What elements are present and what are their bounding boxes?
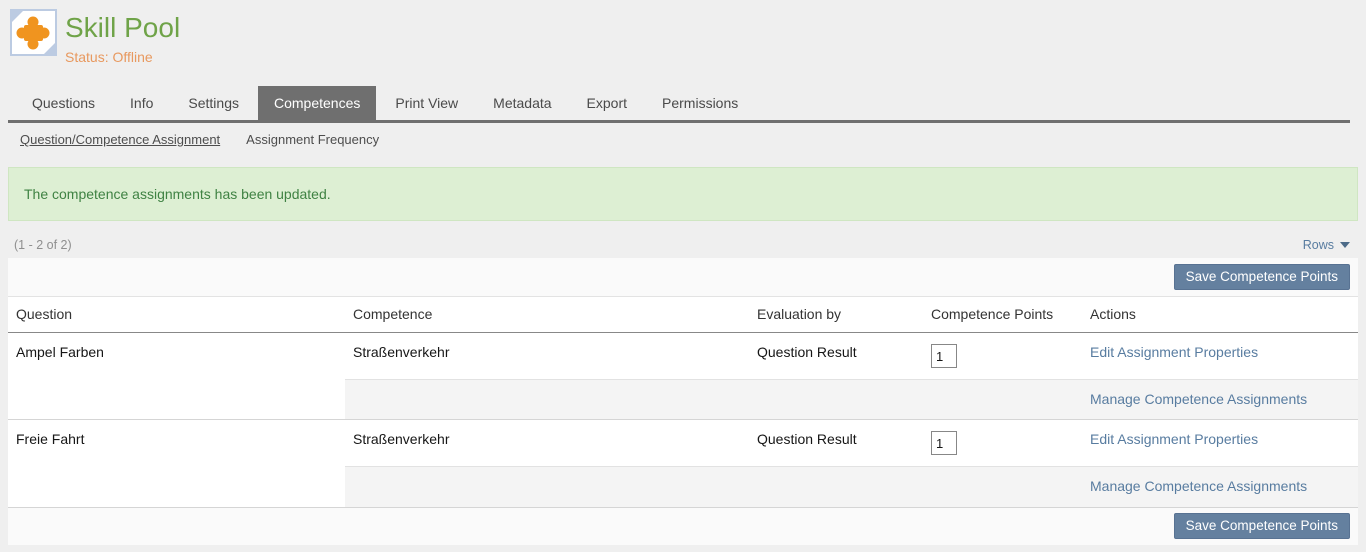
save-competence-points-button-top[interactable]: Save Competence Points — [1173, 264, 1350, 290]
empty-cell — [749, 466, 923, 507]
competence-cell: Straßenverkehr — [345, 332, 749, 380]
evaluation-by-cell: Question Result — [749, 419, 923, 467]
competence-points-input[interactable] — [931, 431, 957, 455]
manage-competence-assignments-link[interactable]: Manage Competence Assignments — [1090, 391, 1308, 407]
tab-print-view[interactable]: Print View — [395, 95, 459, 111]
question-cell: Freie Fahrt — [8, 419, 345, 507]
tab-questions[interactable]: Questions — [32, 95, 96, 111]
tab-permissions[interactable]: Permissions — [662, 95, 739, 111]
competence-points-cell — [923, 419, 1082, 467]
competence-points-cell — [923, 332, 1082, 380]
header-text: Skill Pool Status: Offline — [65, 9, 181, 66]
tab-settings[interactable]: Settings — [188, 95, 239, 111]
tab-export[interactable]: Export — [586, 95, 628, 111]
edit-assignment-properties-link[interactable]: Edit Assignment Properties — [1090, 431, 1259, 447]
subtab-bar: Question/Competence Assignment Assignmen… — [0, 123, 1366, 158]
table-row-secondary: Manage Competence Assignments — [8, 466, 1358, 507]
actions-cell: Manage Competence Assignments — [1082, 466, 1358, 507]
table-row-secondary: Manage Competence Assignments — [8, 379, 1358, 420]
table-top-nav: (1 - 2 of 2) Rows — [14, 238, 1350, 252]
success-message: The competence assignments has been upda… — [8, 167, 1358, 221]
pagination-top: (1 - 2 of 2) — [14, 238, 72, 252]
empty-cell — [345, 379, 749, 420]
competence-table-container: Save Competence Points Question Competen… — [8, 258, 1358, 545]
tab-info[interactable]: Info — [130, 95, 154, 111]
skill-pool-puzzle-icon — [10, 9, 57, 56]
column-header-competence: Competence — [345, 297, 749, 333]
rows-dropdown-label: Rows — [1302, 238, 1334, 252]
column-header-actions: Actions — [1082, 297, 1358, 333]
table-row: Freie Fahrt Straßenverkehr Question Resu… — [8, 419, 1358, 507]
table-row: Ampel Farben Straßenverkehr Question Res… — [8, 332, 1358, 420]
caret-down-icon — [1340, 242, 1350, 248]
page-header: Skill Pool Status: Offline — [0, 0, 1366, 76]
subtab-assignment-frequency[interactable]: Assignment Frequency — [246, 132, 380, 147]
table-command-row-bottom: Save Competence Points — [8, 506, 1358, 545]
actions-cell: Edit Assignment Properties — [1082, 332, 1358, 380]
column-header-evaluation-by: Evaluation by — [749, 297, 923, 333]
question-cell: Ampel Farben — [8, 332, 345, 420]
save-competence-points-button-bottom[interactable]: Save Competence Points — [1173, 512, 1350, 539]
actions-cell: Edit Assignment Properties — [1082, 419, 1358, 467]
empty-cell — [749, 379, 923, 420]
subtab-question-competence-assignment[interactable]: Question/Competence Assignment — [20, 132, 221, 147]
manage-competence-assignments-link[interactable]: Manage Competence Assignments — [1090, 478, 1308, 494]
empty-cell — [923, 379, 1082, 420]
empty-cell — [345, 466, 749, 507]
empty-cell — [923, 466, 1082, 507]
table-command-row-top: Save Competence Points — [8, 258, 1358, 297]
column-header-competence-points: Competence Points — [923, 297, 1082, 333]
tab-competences[interactable]: Competences — [258, 86, 377, 120]
competence-points-input[interactable] — [931, 344, 957, 368]
column-header-question: Question — [8, 297, 345, 333]
actions-cell: Manage Competence Assignments — [1082, 379, 1358, 420]
table-header-row: Question Competence Evaluation by Compet… — [8, 297, 1358, 333]
tab-bar: Questions Info Settings Competences Prin… — [8, 86, 1350, 123]
rows-dropdown[interactable]: Rows — [1303, 238, 1350, 252]
edit-assignment-properties-link[interactable]: Edit Assignment Properties — [1090, 344, 1259, 360]
competence-cell: Straßenverkehr — [345, 419, 749, 467]
tab-metadata[interactable]: Metadata — [493, 95, 552, 111]
evaluation-by-cell: Question Result — [749, 332, 923, 380]
competence-assignment-table: Question Competence Evaluation by Compet… — [8, 297, 1358, 507]
page-title: Skill Pool — [65, 12, 181, 43]
status-label: Status: Offline — [65, 49, 153, 65]
